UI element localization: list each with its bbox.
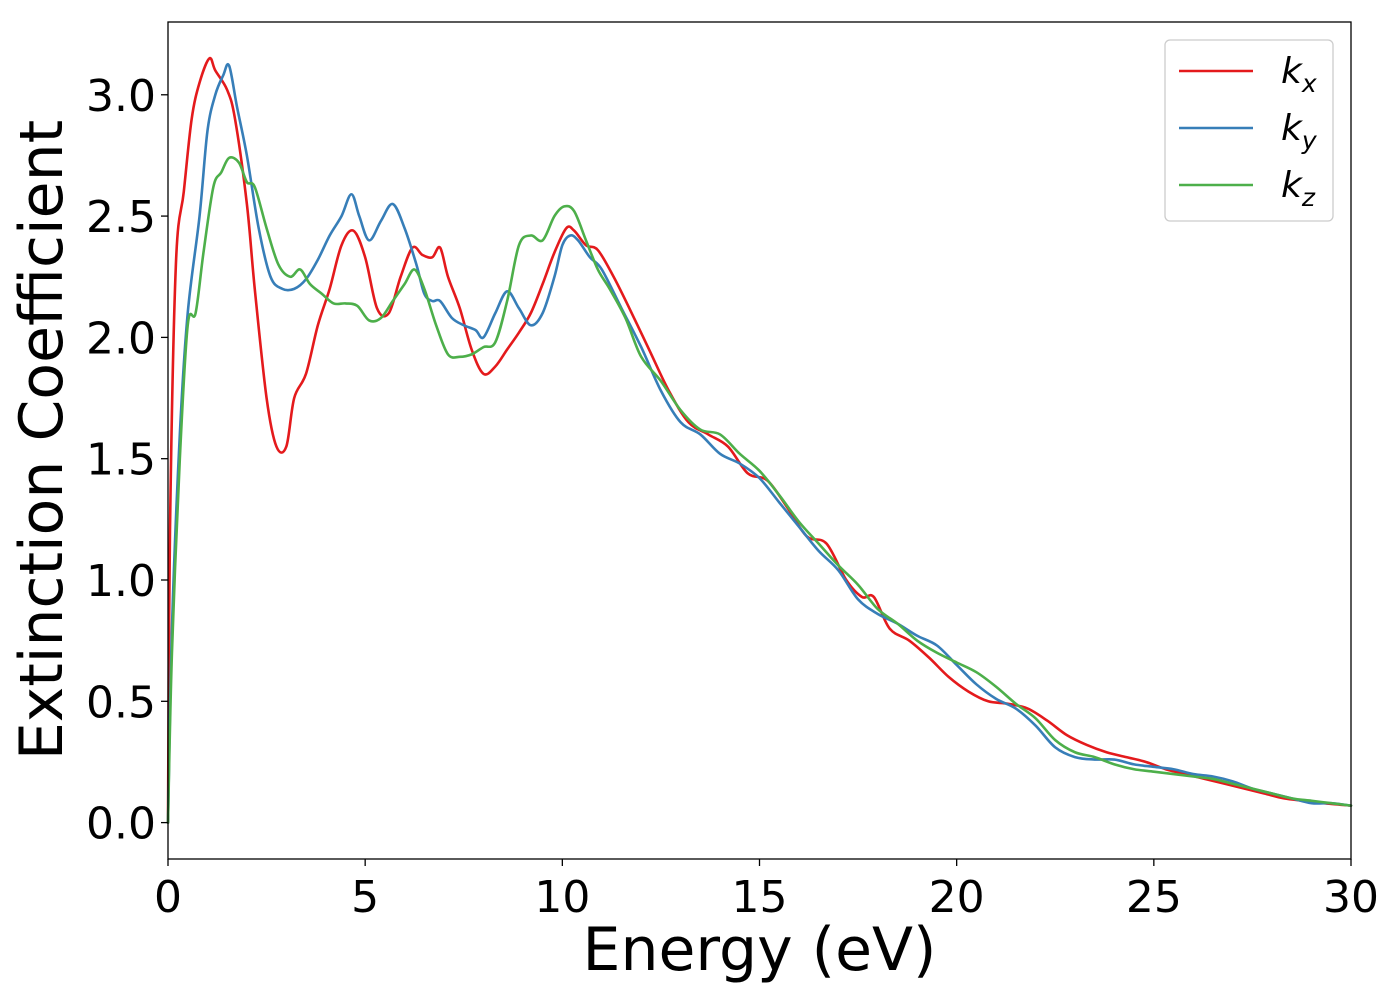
x-tick-label: 10 (534, 872, 590, 923)
series-line-x (166, 56, 1353, 824)
legend-box (1164, 39, 1334, 222)
legend-label-z: kz (1281, 165, 1316, 212)
y-tick-label: 2.5 (86, 192, 156, 243)
y-tick-label: 1.5 (86, 435, 156, 486)
y-tick-label: 2.0 (86, 313, 156, 364)
x-tick-label: 25 (1126, 872, 1182, 923)
y-tick-label: 0.0 (86, 799, 156, 850)
x-tick-label: 15 (732, 872, 788, 923)
x-tick-label: 5 (351, 872, 379, 923)
y-axis-ticks: 0.0 0.5 1.0 1.5 2.0 2.5 3.0 (86, 71, 168, 850)
x-tick-label: 0 (154, 872, 182, 923)
y-tick-label: 1.0 (86, 556, 156, 607)
legend: kx ky kz (1164, 39, 1334, 222)
series-line-z (166, 156, 1353, 824)
y-tick-label: 0.5 (86, 677, 156, 728)
y-tick-label: 3.0 (86, 71, 156, 122)
x-tick-label: 30 (1323, 872, 1379, 923)
legend-label-y: ky (1281, 108, 1318, 155)
series-layer (166, 56, 1353, 824)
x-tick-label: 20 (929, 872, 985, 923)
series-line-y (166, 62, 1353, 824)
plot-background (168, 22, 1351, 859)
x-axis-label: Energy (eV) (583, 915, 937, 985)
y-axis-label: Extinction Coefficient (7, 120, 77, 760)
x-axis-ticks: 0 5 10 15 20 25 30 (154, 859, 1379, 923)
legend-label-x: kx (1281, 51, 1317, 98)
